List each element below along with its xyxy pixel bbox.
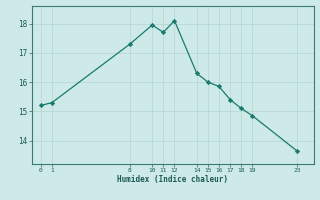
- X-axis label: Humidex (Indice chaleur): Humidex (Indice chaleur): [117, 175, 228, 184]
